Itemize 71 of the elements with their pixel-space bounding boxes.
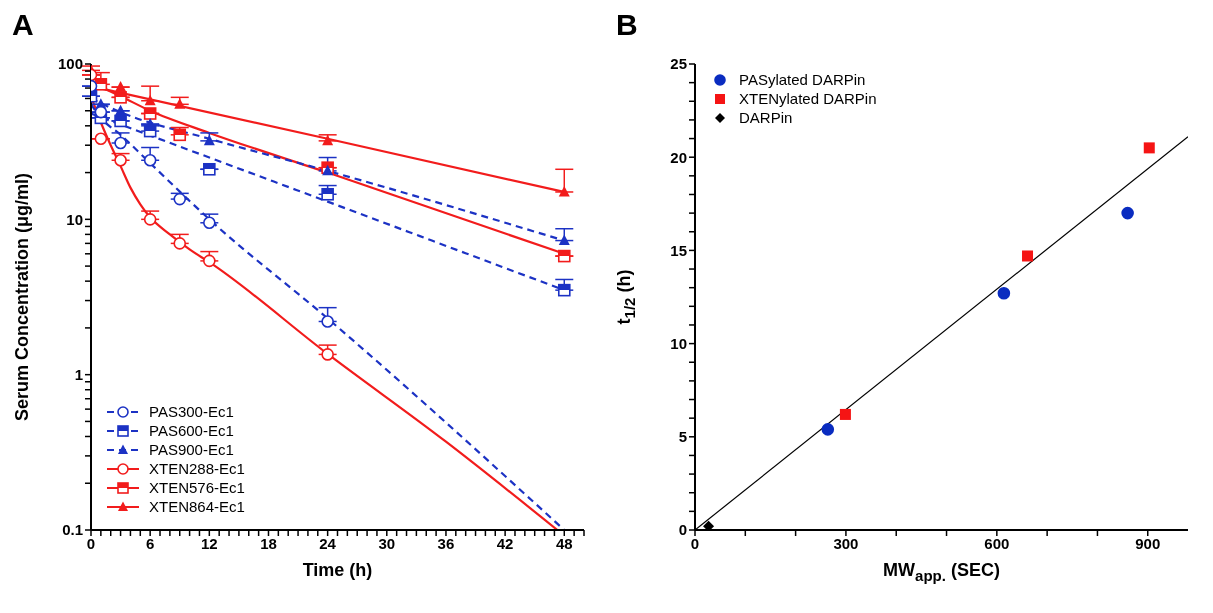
point <box>557 249 571 263</box>
y-tick-label: 100 <box>57 55 83 73</box>
y-axis-title: Serum Concentration (μg/ml) <box>11 172 33 422</box>
x-tick-label: 900 <box>1135 534 1161 552</box>
point <box>1143 142 1155 154</box>
x-tick-label: 18 <box>260 534 277 552</box>
point <box>143 153 157 167</box>
point <box>322 134 334 146</box>
legend-label: XTEN864-Ec1 <box>149 498 245 515</box>
legend-label: PAS600-Ec1 <box>149 422 234 439</box>
point <box>821 423 835 436</box>
point <box>703 520 715 530</box>
y-tick-label: 0.1 <box>62 521 83 539</box>
y-tick-label: 0 <box>678 521 687 539</box>
y-tick-label: 25 <box>670 55 687 73</box>
chart-title: A <box>12 8 34 42</box>
x-tick-label: 24 <box>319 534 337 552</box>
y-tick-label: 20 <box>670 148 687 166</box>
point <box>94 132 108 146</box>
point <box>203 254 216 268</box>
point <box>321 315 334 328</box>
x-tick-label: 36 <box>437 534 455 552</box>
x-tick-label: 42 <box>496 534 514 552</box>
legend-label: XTEN288-Ec1 <box>149 460 245 477</box>
point <box>115 81 127 92</box>
y-tick-label: 1 <box>74 365 83 383</box>
point <box>321 187 334 201</box>
point <box>114 91 127 104</box>
point <box>173 237 187 250</box>
chart-title: B <box>616 8 638 42</box>
point <box>143 213 157 226</box>
point <box>173 128 187 142</box>
point <box>839 408 851 420</box>
legend-label: PASylated DARPin <box>739 71 866 88</box>
legend-label: XTENylated DARPin <box>739 90 877 107</box>
point <box>558 185 570 197</box>
point <box>203 134 215 146</box>
x-tick-label: 300 <box>833 534 859 552</box>
point <box>203 216 216 230</box>
point <box>143 107 157 120</box>
x-tick-label: 600 <box>984 534 1010 552</box>
point <box>114 153 127 167</box>
x-tick-label: 12 <box>200 534 218 552</box>
legend-label: PAS900-Ec1 <box>149 441 234 458</box>
point <box>144 94 156 106</box>
point <box>143 124 157 138</box>
point <box>557 283 571 297</box>
legend-label: PAS300-Ec1 <box>149 403 234 420</box>
point <box>173 192 187 206</box>
point <box>321 348 334 361</box>
point <box>558 234 570 245</box>
y-tick-label: 10 <box>66 210 83 228</box>
x-axis-title: Time (h) <box>301 560 374 581</box>
y-tick-label: 10 <box>670 334 687 352</box>
point <box>114 136 127 150</box>
point <box>997 286 1011 300</box>
point <box>1121 206 1134 220</box>
point <box>203 162 216 176</box>
x-tick-label: 6 <box>145 534 155 552</box>
x-axis-title: MW$_{app.}$ (SEC) <box>882 560 1001 584</box>
point <box>114 114 127 128</box>
legend-label: DARPin <box>739 109 793 126</box>
x-tick-label: 0 <box>690 534 700 552</box>
y-tick-label: 15 <box>670 241 687 259</box>
x-tick-label: 48 <box>555 534 573 552</box>
legend-label: XTEN576-Ec1 <box>149 479 245 496</box>
point <box>1022 250 1034 262</box>
y-tick-label: 5 <box>678 428 687 446</box>
point <box>174 98 186 109</box>
x-tick-label: 30 <box>378 534 396 552</box>
x-tick-label: 0 <box>86 534 96 552</box>
